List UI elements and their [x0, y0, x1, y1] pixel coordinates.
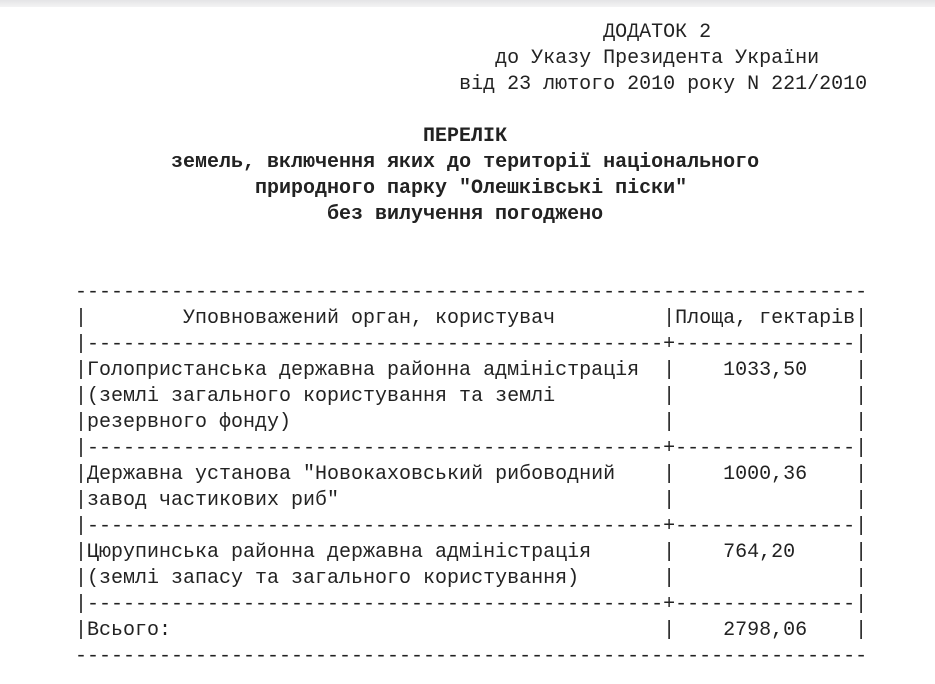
cell-organ: резервного фонду) — [87, 411, 292, 434]
cell-organ: (землі загального користування та землі — [87, 385, 556, 408]
cell-organ: завод частикових риб" — [87, 489, 340, 512]
cell-area: 764,20 — [723, 541, 796, 564]
cell-organ: (землі запасу та загального користування… — [87, 567, 580, 590]
appendix-reference: до Указу Президента України — [495, 47, 820, 70]
cell-area: 2798,06 — [723, 619, 808, 642]
table-separator: |---------------------------------------… — [75, 333, 868, 356]
table-row: |завод частикових риб" | | — [75, 489, 868, 512]
cell-organ: Цюрупинська районна державна адміністрац… — [87, 541, 592, 564]
table-top-border: ----------------------------------------… — [75, 281, 868, 304]
table-row: |Цюрупинська районна державна адміністра… — [75, 541, 868, 564]
cell-organ: Державна установа "Новокаховський рибово… — [87, 463, 616, 486]
cell-area: 1000,36 — [723, 463, 808, 486]
cell-organ: Всього: — [87, 619, 172, 642]
browser-top-shadow — [0, 0, 935, 7]
cell-organ: Уповноважений орган, користувач — [183, 307, 556, 330]
table-row: |Голопристанська державна районна адміні… — [75, 359, 868, 382]
table-header-row: | Уповноважений орган, користувач |Площа, … — [75, 307, 868, 330]
document: ДОДАТОК 2 до Указу Президента України ві… — [75, 20, 867, 670]
subtitle-line-2: природного парку "Олешківські піски" — [255, 177, 688, 200]
title: ПЕРЕЛІК — [423, 125, 508, 148]
appendix-number: ДОДАТОК 2 — [603, 21, 712, 44]
table-separator: |---------------------------------------… — [75, 593, 868, 616]
cell-area: 1033,50 — [723, 359, 808, 382]
table-row: |(землі запасу та загального користуванн… — [75, 567, 868, 590]
subtitle-line-3: без вилучення погоджено — [327, 203, 604, 226]
table-row: |резервного фонду) | | — [75, 411, 868, 434]
table-row: |Державна установа "Новокаховський рибов… — [75, 463, 868, 486]
subtitle-line-1: земель, включення яких до території наці… — [171, 151, 760, 174]
table-row: |(землі загального користування та землі… — [75, 385, 868, 408]
cell-organ: Голопристанська державна районна адмініс… — [87, 359, 640, 382]
table-bottom-border: ----------------------------------------… — [75, 645, 868, 668]
table-separator: |---------------------------------------… — [75, 515, 868, 538]
table-total-row: |Всього: | 2798,06 | — [75, 619, 868, 642]
land-table: ----------------------------------------… — [75, 280, 867, 670]
appendix-date: від 23 лютого 2010 року N 221/2010 — [459, 73, 868, 96]
table-separator: |---------------------------------------… — [75, 437, 868, 460]
cell-area: Площа, гектарів — [675, 307, 856, 330]
